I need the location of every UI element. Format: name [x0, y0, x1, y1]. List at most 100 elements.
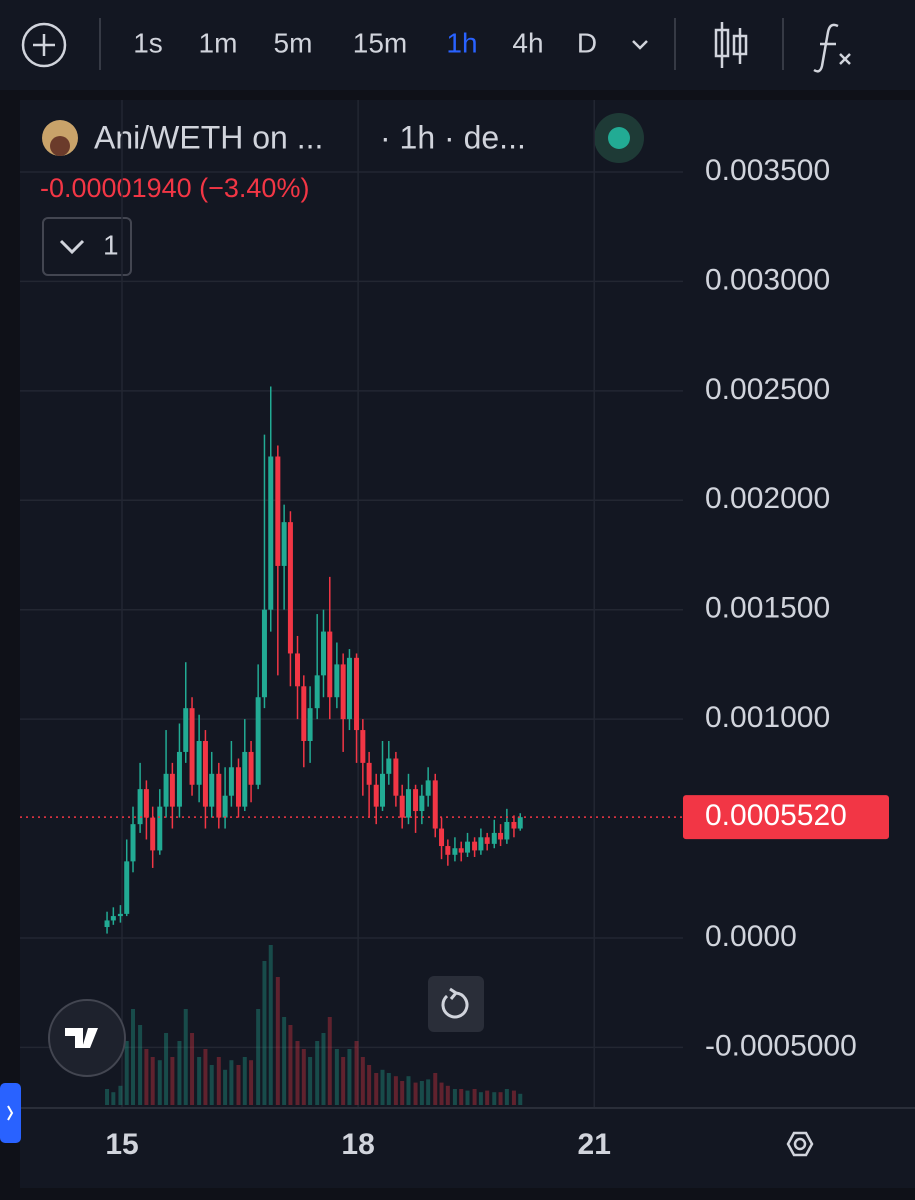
candle-body [354, 657, 360, 731]
volume-bar [380, 1069, 385, 1105]
volume-bar [315, 1041, 320, 1105]
volume-bar [131, 1009, 136, 1105]
volume-bar [118, 1085, 123, 1105]
volume-bar [308, 1057, 313, 1105]
reset-icon [441, 991, 469, 1019]
volume-bar [413, 1082, 418, 1105]
candle-body [491, 832, 497, 844]
last-price-badge [683, 795, 889, 840]
indicators-button[interactable] [813, 23, 851, 73]
candle-body [346, 657, 352, 720]
candle-body [163, 773, 169, 807]
candle-body [380, 773, 386, 807]
candle-body [189, 708, 195, 785]
candle-body [196, 740, 202, 785]
interval-button[interactable]: D [577, 27, 597, 58]
candle-body [117, 913, 123, 917]
candle-body [130, 824, 136, 862]
volume-bar [321, 1033, 326, 1105]
candle-body [432, 780, 438, 829]
volume-bar [426, 1079, 431, 1105]
candle-body [157, 806, 163, 851]
volume-bar [190, 1033, 195, 1105]
symbol-subtitle: · 1h · de... [380, 119, 526, 155]
status-dot [608, 127, 630, 149]
volume-bar [341, 1057, 346, 1105]
volume-bar [386, 1073, 391, 1105]
volume-bar [216, 1057, 221, 1105]
candle-body [110, 916, 116, 921]
side-panel-handle[interactable] [0, 1083, 21, 1143]
candle-body [478, 837, 484, 851]
interval-button[interactable]: 15m [353, 27, 407, 58]
candle-body [340, 664, 346, 720]
volume-bar [275, 977, 280, 1105]
add-button[interactable] [21, 22, 67, 68]
candle-body [268, 456, 274, 610]
candle-body [169, 773, 175, 807]
candle-body [458, 848, 464, 853]
toolbar [0, 0, 915, 90]
volume-bar [236, 1065, 241, 1105]
candle-body [373, 784, 379, 807]
token-avatar-detail [50, 136, 70, 156]
volume-bar [197, 1057, 202, 1105]
volume-bar [347, 1049, 352, 1105]
volume-bar [242, 1057, 247, 1105]
volume-bar [406, 1076, 411, 1105]
candle-body [281, 522, 287, 566]
volume-bar [327, 1017, 332, 1105]
volume-bar [150, 1057, 155, 1105]
candle-body [295, 653, 301, 687]
candle-body [216, 773, 222, 818]
volume-bar [268, 945, 273, 1105]
candle-body [399, 795, 405, 818]
reset-button[interactable] [428, 976, 484, 1032]
volume-bar [478, 1092, 483, 1105]
candle-body [275, 456, 281, 566]
candle-body [235, 767, 241, 807]
chart-type-button[interactable] [714, 22, 748, 68]
interval-button[interactable]: 5m [274, 27, 313, 58]
volume-bar [374, 1073, 379, 1105]
interval-button[interactable]: 1m [199, 27, 238, 58]
settings-icon-center [793, 1137, 807, 1151]
symbol-title[interactable]: Ani/WETH on ... [94, 119, 323, 155]
candle-body [386, 758, 392, 774]
candle-body [202, 740, 208, 807]
y-tick-label: 0.002000 [705, 482, 830, 515]
volume-bar [465, 1090, 470, 1105]
interval-button[interactable]: 4h [512, 27, 543, 58]
candle-body [104, 920, 110, 928]
indicators-toggle[interactable] [42, 217, 132, 276]
y-tick-label: 0.003500 [705, 154, 830, 187]
candle-body [222, 795, 228, 818]
volume-bar [209, 1065, 214, 1105]
volume-bar [452, 1089, 457, 1105]
volume-bar [459, 1089, 464, 1105]
interval-dropdown[interactable] [632, 40, 648, 50]
candle-body [150, 817, 156, 851]
y-tick-label: 0.002500 [705, 373, 830, 406]
candle-body [183, 708, 189, 752]
y-tick-label: 0.001500 [705, 592, 830, 625]
volume-bar [354, 1041, 359, 1105]
volume-bar [256, 1009, 261, 1105]
volume-bar [177, 1041, 182, 1105]
volume-bar [144, 1049, 149, 1105]
candle-body [405, 789, 411, 818]
last-price-label: 0.0005520 [705, 799, 847, 832]
handle-arrow [7, 1105, 14, 1121]
interval-button[interactable]: 1h [446, 27, 477, 58]
candle-body [484, 837, 490, 844]
candle-body [334, 664, 340, 698]
volume-bar [439, 1082, 444, 1105]
candle-body [439, 828, 445, 847]
volume-bar [419, 1081, 424, 1105]
settings-button[interactable] [786, 1131, 814, 1157]
candle-body [261, 609, 267, 698]
interval-button[interactable]: 1s [133, 27, 163, 58]
volume-bar [367, 1065, 372, 1105]
candle-body [314, 675, 320, 709]
